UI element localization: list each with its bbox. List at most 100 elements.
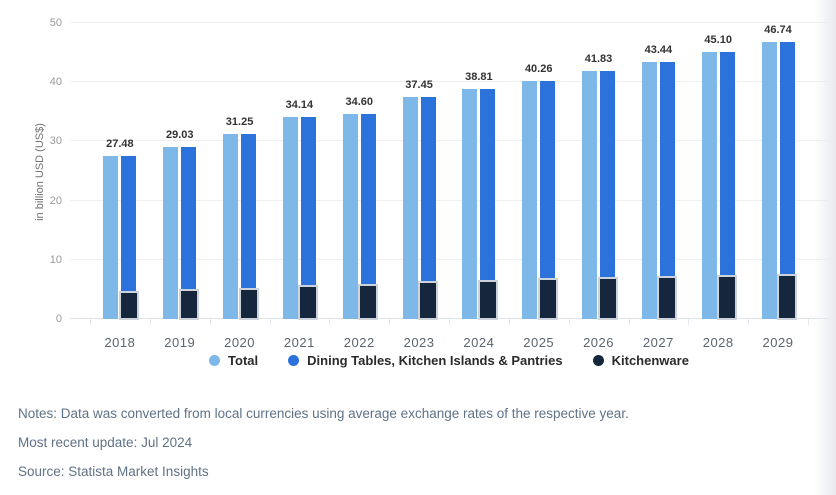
legend-dot-total-icon <box>209 355 221 366</box>
x-tick-label-2021: 2021 <box>283 335 315 350</box>
gridline <box>70 318 828 319</box>
bar-dining-tables-2019[interactable] <box>181 147 197 290</box>
notes-block: Notes: Data was converted from local cur… <box>18 399 629 486</box>
bar-pair <box>641 61 678 320</box>
value-label: 37.45 <box>405 79 433 92</box>
bar-group-2022: 34.60 2022 <box>329 23 389 350</box>
bar-dining-tables-2025[interactable] <box>540 80 556 280</box>
x-axis-tick <box>269 319 271 325</box>
bar-kitchenware-2028[interactable] <box>717 274 738 320</box>
bar-total-2022[interactable] <box>342 114 358 319</box>
bar-dining-tables-2027[interactable] <box>659 61 675 277</box>
bar-kitchenware-2022[interactable] <box>358 283 379 320</box>
y-tick-label: 30 <box>49 135 62 148</box>
bar-kitchenware-2018[interactable] <box>118 290 139 320</box>
bar-group-2025: 40.26 2025 <box>509 23 569 350</box>
bar-kitchenware-2023[interactable] <box>418 281 439 320</box>
update-line: Most recent update: Jul 2024 <box>18 435 193 450</box>
bar-groups: 27.48 2018 29.03 2019 31.25 2020 34.14 2021 34.6… <box>70 23 828 350</box>
bar-stack-2023 <box>418 97 439 320</box>
value-label: 38.81 <box>465 71 493 84</box>
legend-item-kitchenware[interactable]: Kitchenware <box>592 353 689 368</box>
bar-pair <box>462 89 498 320</box>
value-label: 34.60 <box>345 96 373 109</box>
bar-pair <box>761 42 798 320</box>
bar-dining-tables-2026[interactable] <box>600 71 616 279</box>
x-axis-tick <box>389 319 391 325</box>
bar-stack-2027 <box>657 61 678 320</box>
bar-total-2018[interactable] <box>103 156 119 319</box>
bar-pair <box>582 71 618 320</box>
bar-pair <box>522 80 558 320</box>
notes-line: Notes: Data was converted from local cur… <box>18 406 629 421</box>
x-tick-label-2028: 2028 <box>702 335 734 350</box>
value-label: 40.26 <box>524 62 553 75</box>
bar-dining-tables-2020[interactable] <box>241 134 257 289</box>
bar-total-2028[interactable] <box>701 52 717 319</box>
bar-total-2027[interactable] <box>641 61 657 319</box>
bar-dining-tables-2021[interactable] <box>300 116 316 287</box>
x-tick-label-2018: 2018 <box>104 335 136 350</box>
value-label: 43.44 <box>644 43 673 56</box>
bar-stack-2028 <box>717 52 738 320</box>
bar-group-2018: 27.48 2018 <box>90 23 150 350</box>
x-axis-tick <box>568 319 570 325</box>
gridline <box>70 81 828 83</box>
bar-group-2028: 45.10 2028 <box>688 23 748 350</box>
bar-kitchenware-2020[interactable] <box>238 287 259 320</box>
bar-group-2029: 46.74 2029 <box>748 23 808 350</box>
bar-pair <box>163 147 199 320</box>
y-tick-label: 20 <box>49 194 62 207</box>
legend-item-total[interactable]: Total <box>209 353 258 368</box>
value-label: 41.83 <box>584 53 613 66</box>
bar-pair <box>342 114 379 320</box>
y-tick-label: 10 <box>49 253 62 266</box>
bar-kitchenware-2029[interactable] <box>777 273 798 320</box>
bar-total-2019[interactable] <box>163 147 179 319</box>
bar-total-2024[interactable] <box>462 89 478 319</box>
legend-item-dining-tables[interactable]: Dining Tables, Kitchen Islands & Pantrie… <box>288 353 563 368</box>
bar-dining-tables-2028[interactable] <box>719 52 735 276</box>
bar-kitchenware-2027[interactable] <box>657 275 678 320</box>
bar-dining-tables-2023[interactable] <box>420 97 436 283</box>
x-axis-tick <box>508 319 510 325</box>
bar-total-2025[interactable] <box>522 80 538 319</box>
bar-kitchenware-2025[interactable] <box>537 278 558 320</box>
bar-stack-2022 <box>358 114 379 320</box>
bar-group-2026: 41.83 2026 <box>569 23 629 350</box>
chart-legend: Total Dining Tables, Kitchen Islands & P… <box>70 353 828 368</box>
bar-stack-2021 <box>298 116 319 320</box>
x-tick-label-2019: 2019 <box>164 335 196 350</box>
legend-dot-kitchenware-icon <box>592 355 604 366</box>
bar-pair <box>282 116 319 320</box>
bar-total-2026[interactable] <box>582 71 598 319</box>
x-axis-tick <box>688 319 690 325</box>
legend-label-kitchenware: Kitchenware <box>611 353 689 368</box>
bar-total-2029[interactable] <box>761 42 777 319</box>
x-tick-label-2027: 2027 <box>642 335 674 350</box>
x-tick-label-2023: 2023 <box>403 335 435 350</box>
bar-total-2020[interactable] <box>223 134 239 319</box>
legend-dot-dining-tables-icon <box>288 355 300 366</box>
bar-dining-tables-2022[interactable] <box>360 114 376 285</box>
bar-kitchenware-2021[interactable] <box>298 285 319 320</box>
y-tick-label: 50 <box>49 17 62 29</box>
bar-group-2021: 34.14 2021 <box>269 23 329 350</box>
x-tick-label-2029: 2029 <box>762 335 794 350</box>
gridline <box>70 199 828 201</box>
value-label: 27.48 <box>106 138 134 151</box>
bar-group-2027: 43.44 2027 <box>628 23 688 350</box>
source-line: Source: Statista Market Insights <box>18 464 209 479</box>
bar-total-2021[interactable] <box>282 116 298 319</box>
bar-kitchenware-2019[interactable] <box>178 289 199 320</box>
bar-total-2023[interactable] <box>402 97 418 319</box>
bar-stack-2029 <box>777 42 798 320</box>
bar-dining-tables-2024[interactable] <box>480 89 496 282</box>
bar-dining-tables-2018[interactable] <box>121 156 137 292</box>
x-axis-tick <box>329 319 331 325</box>
bar-kitchenware-2024[interactable] <box>477 280 498 320</box>
bar-dining-tables-2029[interactable] <box>779 42 795 275</box>
legend-label-total: Total <box>228 353 259 368</box>
bar-kitchenware-2026[interactable] <box>597 277 618 320</box>
bar-group-2023: 37.45 2023 <box>389 23 449 350</box>
